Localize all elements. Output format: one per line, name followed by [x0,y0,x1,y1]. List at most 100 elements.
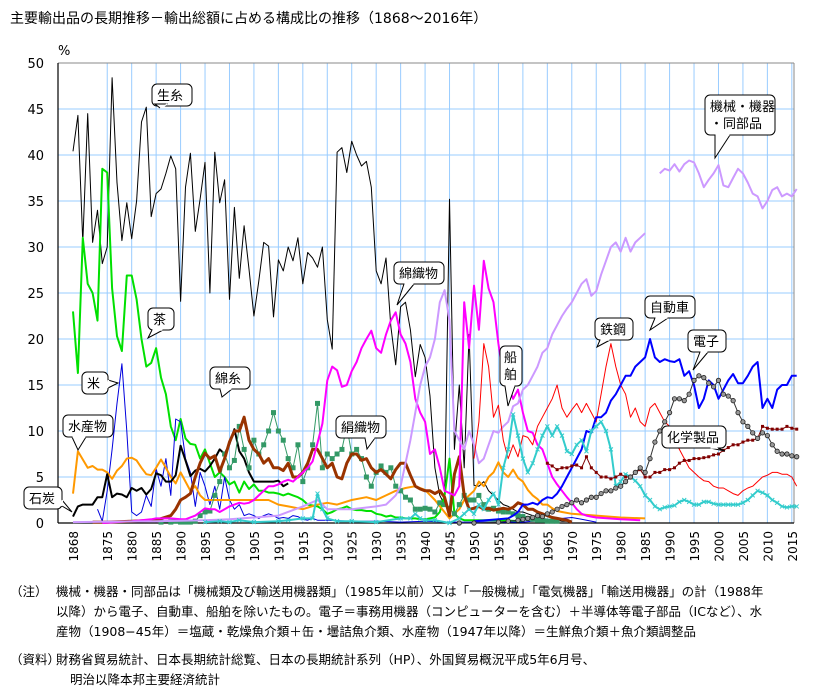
x-tick-label: 1915 [297,531,311,562]
point-marker [310,442,316,448]
point-marker [447,520,452,526]
point-marker [500,509,506,515]
point-marker [789,453,795,459]
point-marker [178,519,184,525]
x-tick-label: 1930 [370,531,384,562]
point-marker [564,501,570,508]
point-marker [666,409,673,416]
point-marker [696,502,702,507]
callout-label: 絹織物 [341,421,380,436]
callout-6: 絹織物 [335,415,387,451]
point-marker [648,475,652,479]
point-marker [535,447,540,452]
callout-4: 石炭 [23,486,73,513]
point-marker [682,458,686,462]
point-marker [442,502,448,508]
point-marker [491,505,497,511]
callout-box [23,486,63,510]
point-marker [740,500,746,506]
point-marker [349,518,355,524]
point-marker [647,455,653,462]
point-marker [740,419,746,425]
series-line [72,428,289,518]
x-tick-label: 1990 [664,531,678,562]
point-marker [604,475,608,479]
point-marker [697,457,701,461]
y-tick-label: 20 [27,333,44,348]
point-marker [417,516,423,521]
point-marker [681,398,687,404]
point-marker [236,423,242,429]
point-marker [618,483,624,489]
point-marker [692,457,696,461]
point-marker [456,520,462,526]
point-marker [677,499,682,505]
point-marker [687,458,691,462]
point-marker [530,460,536,466]
point-marker [598,419,604,425]
point-marker [668,468,672,472]
point-marker [745,423,751,429]
callout-3: 水産物 [62,414,114,452]
point-marker [735,502,741,507]
point-marker [589,466,593,470]
point-marker [554,424,560,429]
point-marker [422,505,428,511]
point-marker [417,506,423,512]
source-block: （資料）財務省貿易統計、日本長期統計総覧、日本の長期統計系列（HP）、外国貿易概… [10,650,595,690]
point-marker [270,410,276,416]
callout-box [151,83,193,107]
callout-box [393,261,445,285]
point-marker [716,502,721,507]
point-marker [520,516,526,522]
point-marker [544,518,550,524]
series-line [659,159,798,210]
callout-0: 生糸 [151,83,193,109]
callout-9: 鉄鋼 [594,317,634,349]
point-marker [702,456,706,460]
callout-label: 自動車 [650,301,689,316]
point-marker [510,511,516,517]
point-marker [515,433,521,438]
callout-pointer-mask [60,499,64,507]
point-marker [276,518,281,524]
point-marker [476,502,482,507]
point-marker [398,488,404,494]
callout-pointer [146,329,164,340]
point-marker [236,517,242,523]
callout-13: 機械・機器・同部品 [704,94,776,160]
series-12 [202,412,800,526]
x-tick-label: 1940 [419,531,433,562]
series-10 [473,343,798,496]
point-marker [609,477,613,481]
point-marker [549,509,555,515]
point-marker [794,504,800,509]
point-marker [584,455,588,459]
point-marker [769,497,775,503]
x-tick-label: 1890 [175,531,189,562]
point-marker [593,424,599,429]
point-marker [251,519,257,525]
callout-pointer-mask [160,103,168,109]
point-marker [765,493,770,498]
point-marker [422,517,428,523]
series-line [72,450,646,520]
point-marker [398,516,403,521]
point-marker [774,500,780,506]
point-marker [334,518,340,524]
x-tick-label: 2015 [786,531,800,562]
x-tick-label: 1880 [126,531,140,562]
point-marker [217,479,223,485]
point-marker [588,428,594,434]
point-marker [363,474,369,480]
point-marker [319,465,325,471]
callout-pointer [504,385,516,407]
point-marker [564,448,570,454]
point-marker [549,433,555,438]
point-marker [168,519,174,525]
x-tick-label: 1875 [101,531,115,562]
point-marker [779,504,785,509]
point-marker [706,380,712,386]
point-marker [520,514,526,520]
callout-label: 石炭 [29,492,55,507]
